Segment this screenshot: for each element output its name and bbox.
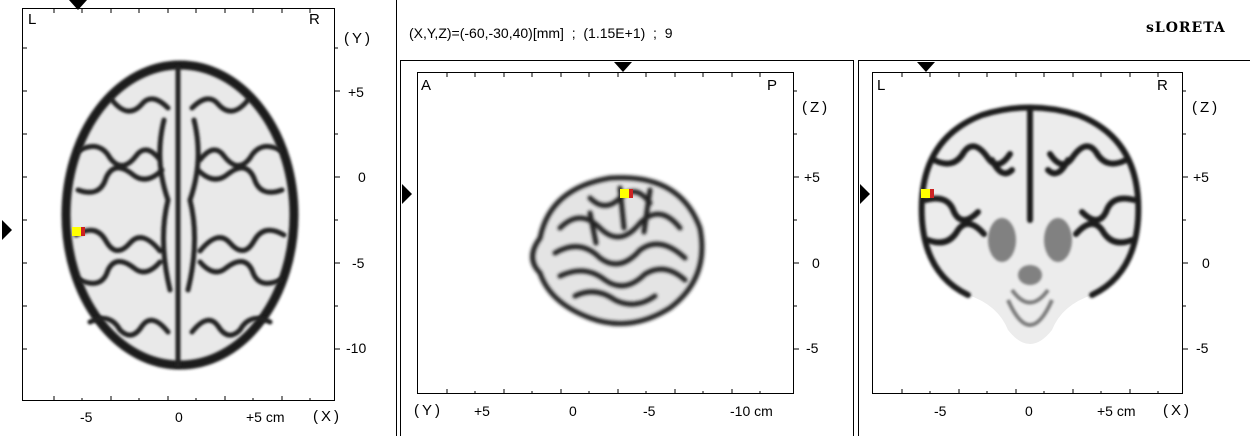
coronal-right-ticks (1183, 90, 1188, 350)
coronal-x-cursor-marker[interactable] (917, 62, 935, 72)
axial-y-axis-label: (Y) (344, 30, 373, 47)
coronal-z-tick-minus5: -5 (1196, 340, 1209, 356)
axial-x-tick-0: 0 (175, 409, 183, 425)
axial-brain-slice[interactable] (60, 60, 300, 370)
sagittal-z-tick-plus5: +5 (804, 169, 820, 185)
coronal-x-tick-0: 0 (1025, 403, 1033, 419)
axial-y-tick-minus10: -10 (346, 340, 367, 356)
axial-y-tick-0: 0 (358, 169, 366, 185)
coronal-brain-slice[interactable] (912, 100, 1148, 358)
sagittal-frame[interactable] (417, 72, 794, 394)
coronal-z-cursor-marker[interactable] (860, 184, 870, 204)
coronal-left-corner: L (877, 77, 886, 94)
sagittal-y-axis-label: (Y) (414, 402, 443, 419)
coordinate-readout: (X,Y,Z)=(-60,-30,40)[mm] ; (1.15E+1) ; 9 (409, 25, 673, 41)
sagittal-brain-slice[interactable] (520, 168, 710, 333)
coronal-outer-frame (858, 60, 1250, 436)
coronal-x-tick-minus5: -5 (934, 403, 947, 419)
sagittal-y-tick-0: 0 (569, 403, 577, 419)
axial-x-axis-label: (X) (313, 408, 342, 425)
coronal-x-axis-label: (X) (1163, 402, 1192, 419)
axial-x-tick-minus5: -5 (80, 409, 93, 425)
coronal-frame[interactable] (872, 72, 1183, 394)
axial-bottom-ticks (53, 396, 311, 401)
axial-frame[interactable] (22, 8, 335, 401)
axial-left-ticks (22, 47, 27, 350)
sagittal-y-tick-plus5: +5 (474, 403, 490, 419)
sagittal-top-ticks (446, 72, 761, 77)
axial-top-ticks (53, 8, 311, 13)
coronal-x-tick-plus5: +5 cm (1097, 403, 1136, 419)
sagittal-activation-hotspot (620, 189, 629, 198)
axial-y-tick-plus5: +5 (348, 84, 364, 100)
sagittal-z-tick-0: 0 (812, 255, 820, 271)
axial-right-ticks (335, 47, 340, 350)
coronal-activation-hotspot (921, 189, 930, 198)
axial-activation-hotspot (72, 227, 81, 236)
coronal-bottom-ticks (901, 389, 1159, 394)
axial-right-corner: R (309, 11, 320, 28)
coronal-z-tick-plus5: +5 (1193, 169, 1209, 185)
sagittal-z-cursor-marker[interactable] (402, 184, 412, 204)
sloreta-brand: sLORETA (1146, 20, 1226, 36)
sagittal-z-axis-label: (Z) (802, 99, 831, 116)
sagittal-y-tick-minus10: -10 cm (730, 403, 773, 419)
sagittal-y-cursor-marker[interactable] (614, 62, 632, 72)
coronal-right-corner: R (1157, 77, 1168, 94)
coronal-z-tick-0: 0 (1202, 255, 1210, 271)
coronal-z-axis-label: (Z) (1192, 99, 1221, 116)
sagittal-y-tick-minus5: -5 (643, 403, 656, 419)
sagittal-bottom-ticks (446, 389, 761, 394)
axial-y-cursor-marker[interactable] (2, 220, 12, 240)
coronal-top-ticks (901, 72, 1159, 77)
sagittal-right-ticks (794, 90, 799, 350)
sagittal-left-corner: A (421, 77, 432, 94)
axial-left-corner: L (28, 11, 37, 28)
sagittal-z-tick-minus5: -5 (806, 340, 819, 356)
sagittal-outer-frame (400, 60, 854, 436)
panel-separator (396, 0, 397, 436)
axial-x-cursor-marker[interactable] (69, 0, 87, 10)
axial-x-tick-plus5: +5 cm (246, 409, 285, 425)
axial-y-tick-minus5: -5 (352, 255, 365, 271)
sagittal-right-corner: P (767, 77, 778, 94)
